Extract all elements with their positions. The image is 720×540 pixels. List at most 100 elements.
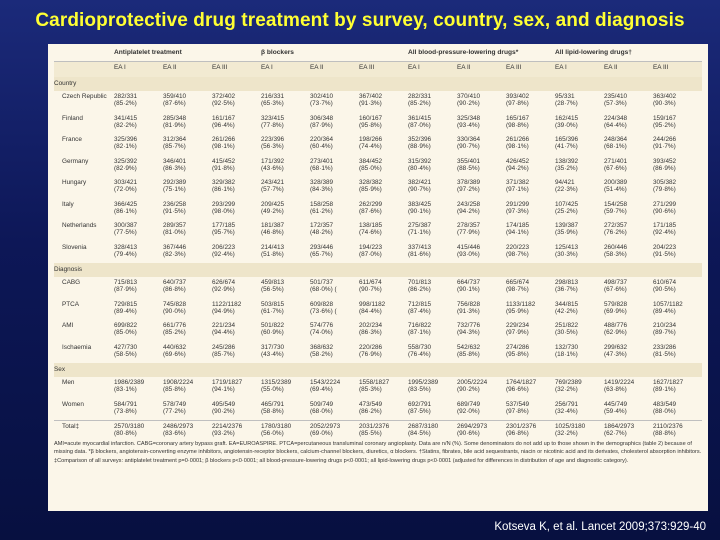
cell-percent: (86·8%) — [163, 286, 186, 294]
cell-percent: (81·6%) — [408, 250, 431, 258]
cell-percent: (56·3%) — [261, 143, 284, 151]
data-table-panel: Antiplatelet treatment β blockers All bloo… — [48, 44, 708, 511]
table-cell: 306/348 (87·9%) — [310, 113, 359, 135]
survey-subheader: EA III — [506, 61, 555, 77]
cell-percent: (47·3%) — [604, 350, 627, 358]
cell-percent: (85·7%) — [163, 143, 186, 151]
table-cell: 359/410 (87·6%) — [163, 91, 212, 113]
table-cell: 161/167 (96·4%) — [212, 113, 261, 135]
table-cell: 171/392 (43·6%) — [261, 156, 310, 178]
table-cell: 370/410 (90·2%) — [457, 91, 506, 113]
cell-percent: (95·7%) — [212, 229, 235, 237]
cell-count: 244/266 — [653, 136, 677, 143]
cell-count: 427/730 — [114, 343, 138, 351]
cell-count: 172/357 — [310, 222, 334, 229]
table-cell: 542/632 (85·8%) — [457, 342, 506, 364]
table-cell: 248/364 (68·1%) — [604, 134, 653, 156]
cell-percent: (85·5%) — [359, 430, 382, 438]
group-header: β blockers — [261, 46, 408, 62]
cell-count: 278/357 — [457, 222, 481, 229]
cell-count: 1986/2389 — [114, 379, 145, 386]
cell-count: 245/286 — [212, 343, 236, 351]
cell-count: 372/402 — [212, 93, 236, 100]
cell-count: 274/286 — [506, 343, 530, 351]
cell-count: 393/452 — [653, 157, 677, 165]
table-cell: 501/822 (60·9%) — [261, 320, 310, 342]
cell-count: 233/286 — [653, 343, 677, 351]
cell-count: 1543/2224 — [310, 379, 341, 386]
citation: Kotseva K, et al. Lancet 2009;373:929-40 — [494, 521, 706, 533]
cell-percent: (87·5%) — [408, 407, 431, 415]
cell-count: 341/415 — [114, 114, 138, 122]
cell-count: 94/421 — [555, 179, 575, 186]
cell-percent: (87·9%) — [310, 121, 333, 129]
table-cell: 209/425 (49·2%) — [261, 199, 310, 221]
cell-percent: (82·1%) — [114, 143, 137, 151]
cell-percent: (91·3%) — [359, 100, 382, 108]
cell-percent: (94·2%) — [457, 207, 480, 215]
table-cell: 174/185 (94·1%) — [506, 220, 555, 242]
cell-count: 2031/2376 — [359, 423, 390, 430]
survey-subheader: EA I — [555, 61, 604, 77]
cell-percent: (77·2%) — [163, 407, 186, 415]
table-cell: 367/446 (82·3%) — [163, 242, 212, 264]
cell-count: 440/632 — [163, 343, 187, 351]
cell-count: 363/402 — [653, 93, 677, 100]
cell-percent: (98·1%) — [506, 143, 529, 151]
cell-count: 125/413 — [555, 243, 579, 251]
cell-percent: (83·6%) — [163, 430, 186, 438]
row-label: CABG — [54, 277, 114, 299]
cell-percent: (51·4%) — [604, 186, 627, 194]
table-cell: 107/425 (25·2%) — [555, 199, 604, 221]
row-label-text: Hungary — [62, 179, 87, 186]
table-cell: 138/392 (35·2%) — [555, 156, 604, 178]
table-cell: 503/815 (61·7%) — [261, 299, 310, 321]
cell-percent: (81·0%) — [163, 229, 186, 237]
table-cell: 2031/2376 (85·5%) — [359, 420, 408, 443]
cell-count: 611/674 — [359, 279, 382, 286]
cell-count: 2301/2376 — [506, 423, 537, 430]
cell-percent: (89·4%) — [114, 307, 137, 315]
cell-count: 243/421 — [261, 179, 285, 186]
cell-count: 1780/3180 — [261, 423, 292, 430]
table-cell: 278/357 (77·9%) — [457, 220, 506, 242]
table-cell: 352/396 (88·9%) — [408, 134, 457, 156]
table-cell: 221/234 (94·4%) — [212, 320, 261, 342]
cell-percent: (98·7%) — [506, 250, 529, 258]
cell-percent: (57·3%) — [604, 100, 627, 108]
table-cell: 325/392 (82·9%) — [114, 156, 163, 178]
table-cell: 558/730 (76·4%) — [408, 342, 457, 364]
cell-percent: (69·0%) — [310, 430, 333, 438]
table-cell: 2301/2376 (96·8%) — [506, 420, 555, 443]
cell-percent: (60·4%) — [310, 143, 333, 151]
cell-percent: (96·8%) — [506, 430, 529, 438]
cell-count: 699/822 — [114, 322, 138, 329]
cell-percent: (85·2%) — [163, 329, 186, 337]
cell-count: 355/401 — [457, 157, 481, 165]
table-cell: 579/828 (69·9%) — [604, 299, 653, 321]
table-row: Italy 366/425 (86·1%) 236/258 (91·5%) 293/299… — [54, 199, 702, 221]
cell-count: 174/185 — [506, 222, 530, 229]
row-label-text: AMI — [62, 322, 74, 329]
cell-count: 312/364 — [163, 136, 187, 143]
table-cell: 2486/2973 (83·6%) — [163, 420, 212, 443]
row-label: Hungary — [54, 177, 114, 199]
cell-percent: (83·1%) — [114, 386, 137, 394]
cell-percent: (90·0%) — [163, 307, 186, 315]
cell-percent: (30·3%) — [555, 250, 578, 258]
cell-percent: (92·9%) — [212, 286, 235, 294]
row-label: Total‡ — [54, 420, 114, 443]
cell-percent: (90·6%) — [653, 207, 676, 215]
cell-count: 2694/2973 — [457, 423, 488, 430]
cell-percent: (32·4%) — [555, 407, 578, 415]
table-cell: 289/357 (81·0%) — [163, 220, 212, 242]
table-cell: 1719/1827 (94·1%) — [212, 377, 261, 399]
table-cell: 171/185 (92·4%) — [653, 220, 702, 242]
table-cell: 382/421 (90·7%) — [408, 177, 457, 199]
table-cell: 293/299 (98·0%) — [212, 199, 261, 221]
cell-count: 325/392 — [114, 157, 138, 165]
cell-percent: (95·2%) — [653, 121, 676, 129]
cell-percent: (89·1%) — [653, 386, 676, 394]
section-heading: Diagnosis — [54, 263, 702, 277]
table-cell: 132/730 (18·1%) — [555, 342, 604, 364]
